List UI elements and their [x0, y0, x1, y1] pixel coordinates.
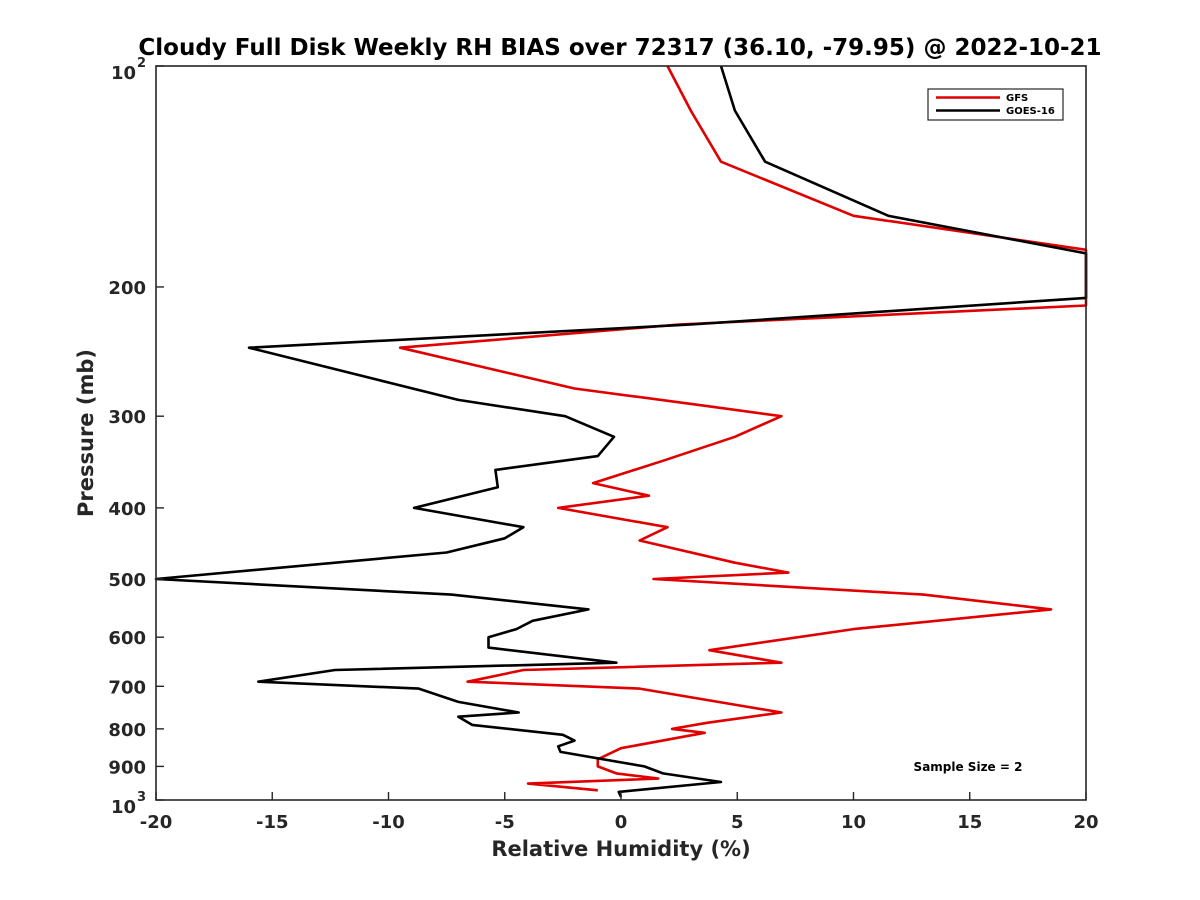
x-tick-label: -20 [140, 812, 173, 833]
y-tick-exponent: 2 [137, 56, 146, 71]
chart-title: Cloudy Full Disk Weekly RH BIAS over 723… [138, 35, 1101, 61]
y-tick-label: 200 [108, 278, 146, 299]
y-axis-label: Pressure (mb) [74, 349, 98, 517]
y-tick-exponent: 3 [137, 790, 146, 805]
sample-size-annotation: Sample Size = 2 [914, 760, 1023, 774]
y-tick-label: 900 [108, 757, 146, 778]
series-line-goes16 [154, 65, 1088, 798]
legend-box [927, 88, 1064, 121]
plot-frame [155, 65, 1087, 801]
x-tick-label: -5 [495, 812, 515, 833]
y-tick-label: 10 [111, 797, 136, 818]
y-tick-label: 700 [108, 677, 146, 698]
series-line-gfs [398, 65, 1088, 792]
plot-lines [154, 65, 1088, 798]
y-tick-label: 10 [111, 63, 136, 84]
legend: GFS GOES-16 [927, 88, 1064, 121]
y-tick-label: 800 [108, 720, 146, 741]
legend-label-gfs: GFS [1006, 93, 1028, 104]
y-tick-label: 500 [108, 570, 146, 591]
x-axis-label: Relative Humidity (%) [491, 837, 750, 861]
x-tick-label: 15 [957, 812, 982, 833]
y-tick-label: 600 [108, 628, 146, 649]
x-tick-label: 5 [731, 812, 744, 833]
y-tick-label: 300 [108, 407, 146, 428]
legend-label-goes16: GOES-16 [1006, 106, 1055, 117]
x-tick-label: 0 [615, 812, 628, 833]
y-tick-label: 400 [108, 499, 146, 520]
x-tick-label: 20 [1073, 812, 1098, 833]
x-tick-label: -10 [372, 812, 405, 833]
x-tick-label: 10 [841, 812, 866, 833]
x-tick-label: -15 [256, 812, 289, 833]
x-axis: -20 -15 -10 -5 0 5 10 15 20 [140, 792, 1099, 833]
